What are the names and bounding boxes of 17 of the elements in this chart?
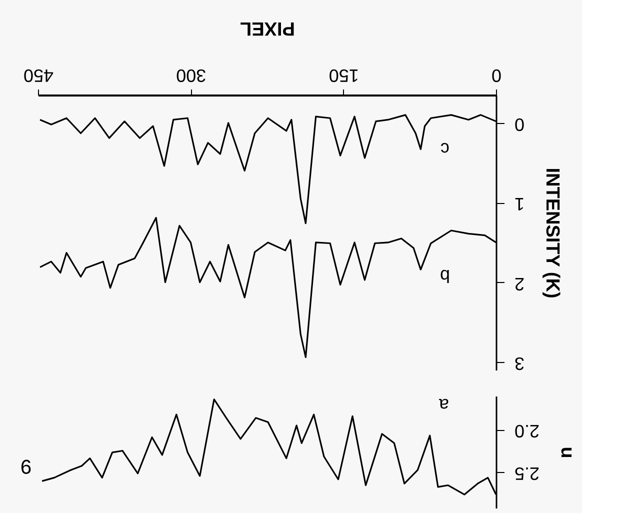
- text: 9: [20, 455, 32, 477]
- x-tick-label: 0: [491, 66, 502, 86]
- series-label: c: [440, 139, 450, 159]
- x-tick-label: 450: [23, 66, 54, 86]
- x-axis-title: PIXEL: [240, 18, 295, 38]
- series-label: b: [440, 266, 450, 286]
- x-tick-label: 300: [176, 66, 206, 86]
- series-label: a: [438, 395, 450, 415]
- y-tick-label: 0: [514, 114, 525, 134]
- y-tick-label: 3: [514, 354, 525, 374]
- y-axis-title: u: [556, 446, 578, 458]
- x-tick-label: 150: [328, 66, 359, 86]
- y-tick-label: 2.0: [514, 421, 540, 442]
- y-tick-label: 2.5: [514, 463, 540, 484]
- y-axis-title: INTENSITY (K): [542, 168, 563, 298]
- y-tick-label: 1: [514, 194, 525, 214]
- y-tick-label: 2: [514, 274, 525, 294]
